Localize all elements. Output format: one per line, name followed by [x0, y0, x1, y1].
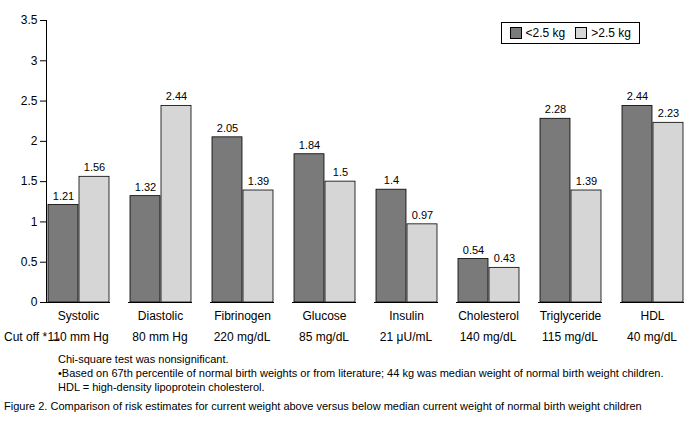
svg-text:2.5: 2.5: [21, 94, 38, 108]
svg-text:1.32: 1.32: [135, 181, 156, 193]
svg-text:2.28: 2.28: [545, 103, 566, 115]
svg-text:0: 0: [31, 295, 38, 309]
svg-text:3: 3: [31, 54, 38, 68]
svg-text:2.23: 2.23: [658, 107, 679, 119]
svg-text:1.5: 1.5: [333, 166, 348, 178]
html-text:140 mg/dL: 140 mg/dL: [459, 330, 517, 344]
svg-text:2.44: 2.44: [166, 90, 187, 102]
svg-text:1.84: 1.84: [299, 139, 320, 151]
svg-text:HDL: HDL: [640, 309, 664, 323]
html-text:HDL = high-density lipoprotein: HDL = high-density lipoprotein cholester…: [58, 381, 265, 393]
svg-text:3.5: 3.5: [21, 13, 38, 27]
html-text:21 μU/mL: 21 μU/mL: [379, 330, 433, 344]
html-text:>2.5 kg: >2.5 kg: [591, 26, 631, 40]
svg-text:1.5: 1.5: [21, 174, 38, 188]
svg-text:1.56: 1.56: [84, 161, 105, 173]
svg-text:Insulin: Insulin: [389, 309, 424, 323]
svg-text:1.4: 1.4: [384, 174, 399, 186]
svg-text:1.39: 1.39: [248, 175, 269, 187]
svg-text:Triglyceride: Triglyceride: [540, 309, 602, 323]
html-text:Figure 2. Comparison of risk e: Figure 2. Comparison of risk estimates f…: [4, 400, 642, 412]
svg-text:Fibrinogen: Fibrinogen: [214, 309, 271, 323]
html-text:•Based on 67th percentile of n: •Based on 67th percentile of normal birt…: [58, 367, 664, 379]
svg-text:Glucose: Glucose: [302, 309, 346, 323]
html-text:80 mm Hg: 80 mm Hg: [132, 330, 188, 344]
html-text:110 mm Hg: 110 mm Hg: [47, 330, 109, 344]
html-text:220 mg/dL: 220 mg/dL: [213, 330, 271, 344]
svg-text:0.43: 0.43: [494, 252, 515, 264]
html-text:40 mg/dL: 40 mg/dL: [627, 330, 677, 344]
svg-text:1.39: 1.39: [576, 175, 597, 187]
svg-text:1.21: 1.21: [53, 190, 74, 202]
svg-text:Systolic: Systolic: [58, 309, 99, 323]
svg-text:2.44: 2.44: [627, 90, 648, 102]
html-text:115 mg/dL: 115 mg/dL: [542, 330, 598, 344]
svg-text:0.97: 0.97: [412, 209, 433, 221]
svg-text:Cholesterol: Cholesterol: [458, 309, 519, 323]
svg-text:0.5: 0.5: [21, 255, 38, 269]
svg-text:2.05: 2.05: [217, 122, 238, 134]
html-text:Chi-square test was nonsignifi: Chi-square test was nonsignificant.: [58, 353, 229, 365]
svg-text:0.54: 0.54: [463, 244, 484, 256]
html-text:85 mg/dL: 85 mg/dL: [299, 330, 349, 344]
svg-text:2: 2: [31, 134, 38, 148]
svg-text:Diastolic: Diastolic: [138, 309, 183, 323]
html-text:Cut off * →: Cut off * →: [4, 330, 63, 344]
svg-text:1: 1: [31, 215, 38, 229]
html-text:<2.5 kg: <2.5 kg: [525, 26, 566, 40]
